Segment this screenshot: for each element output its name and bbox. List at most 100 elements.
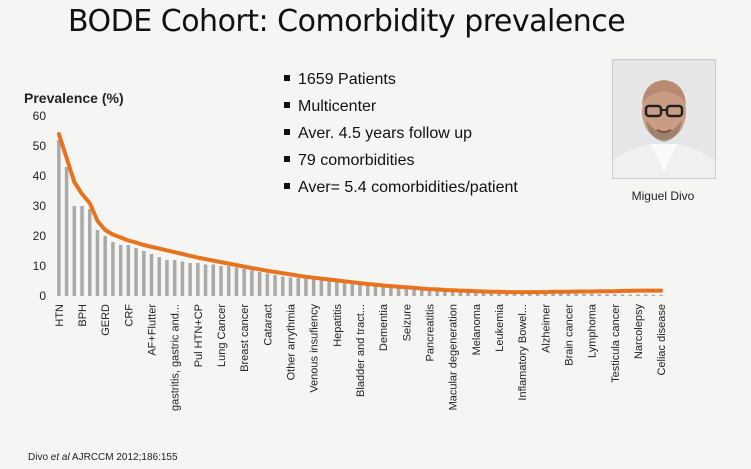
bar — [497, 291, 501, 296]
bar — [589, 293, 594, 296]
bar — [72, 206, 77, 296]
bullet-item: Aver. 4.5 years follow up — [284, 120, 518, 147]
bar — [126, 245, 131, 296]
bar — [551, 293, 555, 296]
bar — [196, 263, 200, 296]
bullet-item: Aver= 5.4 comorbidities/patient — [284, 174, 518, 201]
bar — [335, 281, 339, 296]
bar — [95, 230, 100, 296]
category-label: Venous insufiency — [309, 304, 321, 393]
bar — [365, 283, 370, 296]
y-tick-label: 50 — [33, 139, 47, 153]
bar — [520, 292, 524, 296]
bar — [149, 254, 154, 296]
category-label: Leukemia — [494, 303, 506, 352]
y-axis-label: Prevalence (%) — [24, 90, 124, 106]
bar — [404, 286, 409, 296]
category-label: BPH — [77, 304, 89, 327]
bar — [443, 289, 447, 296]
bullet-item: 1659 Patients — [284, 66, 518, 93]
bar — [381, 284, 385, 296]
bar — [188, 263, 192, 296]
y-tick-label: 30 — [33, 199, 47, 213]
category-label: Alzheimer — [540, 304, 552, 353]
bar — [373, 284, 378, 296]
bar — [350, 282, 355, 296]
bar — [250, 270, 254, 296]
bullet-icon — [284, 74, 290, 81]
y-tick-label: 20 — [33, 229, 47, 243]
bar — [180, 261, 185, 296]
category-label: Other arrythmia — [286, 303, 298, 380]
bar — [543, 293, 548, 296]
bar — [528, 293, 532, 296]
y-axis: 0 10 20 30 40 50 60 — [33, 109, 47, 303]
citation: Divo et al AJRCCM 2012;186:155 — [28, 452, 178, 463]
category-label: Lung Cancer — [216, 304, 228, 367]
bar — [389, 285, 393, 296]
bars — [57, 140, 663, 296]
bar — [211, 264, 216, 296]
bullet-icon — [284, 155, 290, 162]
bar — [559, 293, 563, 296]
bar — [80, 206, 84, 296]
bar — [597, 294, 602, 296]
category-label: Macular degeneration — [448, 304, 460, 410]
bar — [142, 251, 146, 296]
bar — [651, 294, 656, 296]
portrait-icon — [613, 60, 715, 178]
bar — [481, 291, 486, 296]
bar — [273, 275, 277, 296]
bar — [620, 294, 625, 296]
bar — [296, 278, 300, 296]
slide-title: BODE Cohort: Comorbidity prevalence — [68, 4, 626, 39]
y-tick-label: 60 — [33, 109, 47, 123]
bar — [458, 290, 463, 296]
bar — [64, 167, 69, 296]
bar — [118, 245, 123, 296]
bar — [659, 294, 663, 296]
bar — [57, 140, 61, 296]
category-label: AF+Flutter — [147, 304, 159, 356]
y-tick-label: 40 — [33, 169, 47, 183]
bar — [134, 248, 138, 296]
bar — [582, 293, 586, 296]
bar — [319, 279, 324, 296]
bar — [474, 290, 478, 296]
bar — [358, 282, 362, 296]
bar — [103, 236, 107, 296]
trend-curve — [56, 132, 664, 295]
bullet-item: Multicenter — [284, 93, 518, 120]
bar — [219, 266, 223, 296]
category-label: Hepatitis — [332, 304, 344, 347]
y-tick-label: 10 — [33, 259, 47, 273]
category-label: HTN — [54, 304, 66, 327]
category-label: Inflamatory Bowel... — [517, 304, 529, 401]
bar — [435, 288, 439, 296]
category-label: Pul HTN+CP — [193, 304, 205, 367]
bar — [234, 267, 239, 296]
bar — [227, 266, 231, 296]
y-tick-label: 0 — [39, 289, 46, 303]
category-label: Testicula cancer — [610, 304, 622, 383]
bullet-item: 79 comorbidities — [284, 147, 518, 174]
bar — [412, 287, 416, 296]
bar — [311, 279, 316, 296]
category-label: Bladder and tract... — [355, 304, 367, 397]
category-label: Melanoma — [471, 303, 483, 355]
bar — [304, 278, 308, 296]
bar — [111, 242, 115, 296]
bar — [574, 293, 578, 296]
bar — [628, 294, 632, 296]
bar — [643, 294, 648, 296]
category-label: Narcolepsy — [633, 304, 645, 360]
category-label: gastritis, gastric and... — [170, 304, 182, 411]
bar — [566, 293, 571, 296]
bar — [327, 280, 331, 296]
bar — [535, 293, 540, 296]
category-label: Seizure — [401, 304, 413, 341]
bar — [288, 277, 293, 296]
trend-line — [56, 132, 664, 295]
bar — [281, 276, 285, 296]
